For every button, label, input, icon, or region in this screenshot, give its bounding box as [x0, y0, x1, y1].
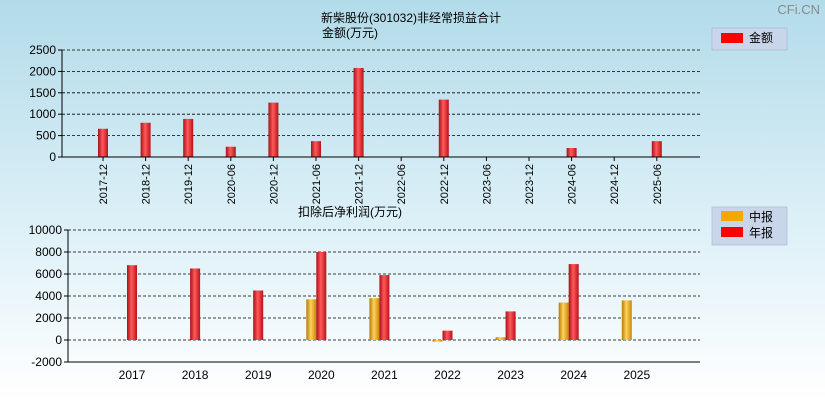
top-y-tick-label: 500	[36, 129, 56, 143]
top-bar	[268, 102, 279, 157]
top-bar	[183, 118, 194, 157]
top-x-tick-label: 2024-06	[567, 164, 579, 204]
top-x-tick-label: 2022-12	[439, 164, 451, 204]
bottom-x-tick-label: 2025	[623, 368, 650, 382]
bottom-y-tick-label: 6000	[35, 267, 62, 281]
top-legend: 金额	[711, 27, 788, 51]
legend-swatch-interim	[721, 211, 743, 221]
legend-label-amount: 金额	[749, 30, 773, 45]
bottom-x-tick-label: 2018	[182, 368, 209, 382]
top-bar	[566, 148, 577, 157]
top-y-tick-label: 2500	[29, 43, 56, 57]
top-bar	[225, 146, 236, 157]
bottom-x-tick-label: 2020	[308, 368, 335, 382]
top-x-tick-label: 2021-12	[354, 164, 366, 204]
legend-swatch-amount	[721, 33, 743, 43]
top-bar	[311, 141, 321, 157]
top-chart-title: 新柴股份(301032)非经常损益合计	[321, 10, 501, 25]
bottom-y-tick-label: 0	[55, 333, 62, 347]
top-y-tick-label: 1000	[29, 107, 56, 121]
watermark: CFi.CN	[777, 2, 820, 17]
top-x-tick-label: 2017-12	[98, 164, 110, 204]
bottom-x-tick-label: 2021	[371, 368, 398, 382]
bottom-bar-annual	[505, 311, 516, 340]
bottom-bar-annual	[379, 275, 390, 340]
bottom-bar-interim	[432, 340, 443, 342]
bottom-y-tick-label: 8000	[35, 245, 62, 259]
top-bar	[140, 122, 151, 157]
top-x-tick-label: 2022-06	[396, 164, 408, 204]
top-y-tick-label: 1500	[29, 86, 56, 100]
bottom-y-tick-label: 4000	[35, 289, 62, 303]
bottom-bar-interim	[306, 299, 317, 340]
bottom-bar-interim	[558, 302, 569, 340]
top-x-tick-label: 2018-12	[141, 164, 153, 204]
bottom-bar-annual	[568, 264, 579, 340]
top-y-tick-label: 0	[49, 150, 56, 164]
top-x-tick-label: 2020-06	[226, 164, 238, 204]
top-bar	[651, 141, 662, 157]
bottom-bar-annual	[442, 330, 453, 340]
top-x-tick-label: 2024-12	[609, 164, 621, 204]
bottom-bar-annual	[316, 252, 327, 340]
bottom-bar-annual	[127, 265, 137, 340]
bottom-y-tick-label: -2000	[31, 355, 62, 369]
bottom-y-tick-label: 10000	[29, 223, 63, 237]
bottom-bar-interim	[369, 298, 380, 340]
top-y-tick-label: 2000	[29, 64, 56, 78]
top-bar	[98, 128, 108, 157]
bottom-y-tick-label: 2000	[35, 311, 62, 325]
top-x-tick-label: 2021-06	[311, 164, 323, 204]
top-x-tick-label: 2019-12	[183, 164, 195, 204]
top-bar	[353, 67, 364, 157]
bottom-x-tick-label: 2017	[119, 368, 146, 382]
top-x-tick-label: 2020-12	[268, 164, 280, 204]
legend-label-annual: 年报	[749, 225, 773, 240]
top-chart-subtitle: 金额(万元)	[322, 25, 378, 40]
legend-swatch-annual	[721, 227, 743, 237]
top-x-tick-label: 2025-06	[652, 164, 664, 204]
bottom-bar-interim	[495, 337, 506, 340]
top-x-tick-label: 2023-06	[481, 164, 493, 204]
bottom-x-tick-label: 2019	[245, 368, 272, 382]
legend-label-interim: 中报	[749, 209, 773, 224]
bottom-legend: 中报 年报	[711, 206, 788, 246]
bottom-x-tick-label: 2023	[497, 368, 524, 382]
bottom-chart-title: 扣除后净利润(万元)	[298, 204, 402, 219]
bottom-x-tick-label: 2022	[434, 368, 461, 382]
bottom-bar-annual	[190, 268, 201, 340]
bottom-bar-interim	[621, 300, 632, 340]
top-bar	[438, 99, 449, 157]
bottom-bar-annual	[253, 290, 264, 340]
bottom-x-tick-label: 2024	[560, 368, 587, 382]
top-x-tick-label: 2023-12	[524, 164, 536, 204]
